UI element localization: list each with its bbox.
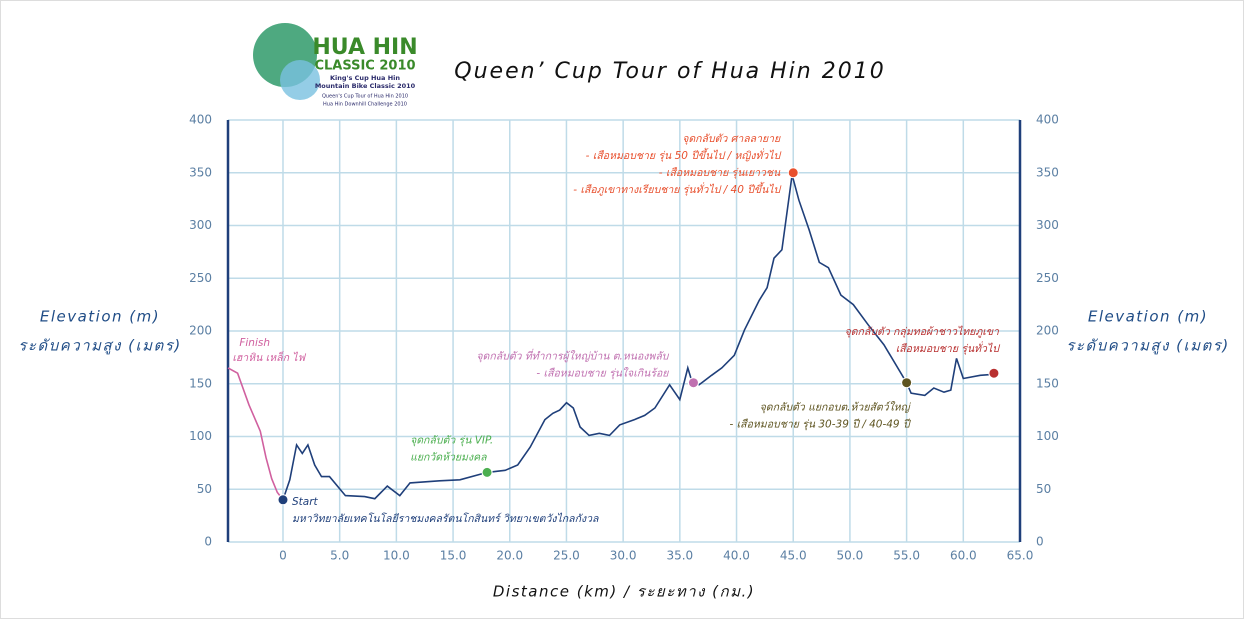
y2-axis-title: ระดับความสูง (เมตร) <box>1066 337 1229 355</box>
logo-emblem <box>280 60 320 100</box>
checkpoint-label: - เสือภูเขาทางเรียบชาย รุ่นทั่วไป / 40 ป… <box>573 181 781 196</box>
y-axis-title: ระดับความสูง (เมตร) <box>18 337 181 355</box>
x-tick-label: 50.0 <box>837 549 864 563</box>
logo-title: HUA HIN <box>312 35 417 60</box>
y-tick-label: 0 <box>204 535 212 549</box>
checkpoint-label: จุดกลับตัว ที่ทำการผู้ใหญ่บ้าน ต.หนองพลั… <box>476 349 669 363</box>
checkpoint-label: - เสือหมอบชาย รุ่นใจเกินร้อย <box>536 367 669 380</box>
checkpoint-label: จุดกลับตัว รุ่น VIP. <box>410 434 493 446</box>
chart-title: Queen’ Cup Tour of Hua Hin 2010 <box>454 59 885 84</box>
y2-tick-label: 250 <box>1036 271 1059 285</box>
y2-tick-label: 100 <box>1036 429 1059 443</box>
checkpoint <box>687 377 699 389</box>
x-tick-label: 10.0 <box>383 549 410 563</box>
checkpoint-label: แยกวัดห้วยมงคล <box>410 451 487 463</box>
checkpoint-label: เสือหมอบชาย รุ่นทั่วไป <box>896 341 1001 355</box>
checkpoint-label: - เสือหมอบชาย รุ่น 50 ปีขึ้นไป / หญิงทั่… <box>586 147 782 162</box>
y2-tick-label: 200 <box>1036 324 1059 338</box>
x-tick-label: 30.0 <box>610 549 637 563</box>
y2-axis-title: Elevation (m) <box>1088 308 1208 326</box>
y2-tick-label: 50 <box>1036 482 1051 496</box>
checkpoint <box>787 167 799 179</box>
y-tick-label: 350 <box>189 165 212 179</box>
x-tick-label: 5.0 <box>330 549 349 563</box>
y-tick-label: 100 <box>189 429 212 443</box>
y2-tick-label: 400 <box>1036 113 1059 127</box>
checkpoint <box>988 367 1000 379</box>
y-tick-label: 300 <box>189 218 212 232</box>
checkpoint-label: จุดกลับตัว ศาลลายาย <box>682 133 781 145</box>
y-tick-label: 400 <box>189 113 212 127</box>
checkpoint-label: จุดกลับตัว แยกอบต.ห้วยสัตว์ใหญ่ <box>760 401 912 414</box>
x-tick-label: 40.0 <box>723 549 750 563</box>
logo-line: Hua Hin Downhill Challenge 2010 <box>323 102 407 108</box>
logo-subtitle: CLASSIC 2010 <box>314 59 415 74</box>
checkpoint-label: - เสือหมอบชาย รุ่นเยาวชน <box>659 167 781 179</box>
y-tick-label: 50 <box>197 482 212 496</box>
elevation-line <box>282 174 994 501</box>
x-tick-label: 35.0 <box>666 549 693 563</box>
x-tick-label: 55.0 <box>893 549 920 563</box>
logo-line: Mountain Bike Classic 2010 <box>315 82 416 90</box>
checkpoint <box>277 494 289 506</box>
x-tick-label: 25.0 <box>553 549 580 563</box>
logo-line: King's Cup Hua Hin <box>330 74 400 82</box>
checkpoint-label: จุดกลับตัว กลุ่มทอผ้าชาวไทยภูเขา <box>845 325 1000 338</box>
x-tick-label: 45.0 <box>780 549 807 563</box>
x-axis-title: Distance (km) / ระยะทาง (กม.) <box>493 583 755 601</box>
y2-tick-label: 300 <box>1036 218 1059 232</box>
y-tick-label: 200 <box>189 324 212 338</box>
logo-line: Queen's Cup Tour of Hua Hin 2010 <box>322 94 408 100</box>
checkpoint-label: มหาวิทยาลัยเทคโนโลยีราชมงคลรัตนโกสินทร์ … <box>292 512 599 525</box>
y2-tick-label: 150 <box>1036 376 1059 390</box>
checkpoint-label: Start <box>292 496 319 508</box>
y2-tick-label: 0 <box>1036 535 1044 549</box>
y-axis-title: Elevation (m) <box>40 308 160 326</box>
finish-label: เฮาหิน เหล็ก ไฟ <box>232 351 306 364</box>
x-tick-label: 65.0 <box>1007 549 1034 563</box>
logo: HUA HIN CLASSIC 2010 King's Cup Hua Hin … <box>253 23 418 108</box>
y-tick-label: 150 <box>189 376 212 390</box>
elevation-line <box>227 367 284 501</box>
y-tick-label: 250 <box>189 271 212 285</box>
x-tick-label: 20.0 <box>496 549 523 563</box>
checkpoint <box>481 466 493 478</box>
x-tick-label: 15.0 <box>440 549 467 563</box>
finish-label: Finish <box>239 337 270 349</box>
x-tick-label: 0 <box>279 549 287 563</box>
checkpoint-label: - เสือหมอบชาย รุ่น 30-39 ปี / 40-49 ปี <box>729 419 910 431</box>
x-tick-label: 60.0 <box>950 549 977 563</box>
y2-tick-label: 350 <box>1036 165 1059 179</box>
checkpoint <box>901 377 913 389</box>
